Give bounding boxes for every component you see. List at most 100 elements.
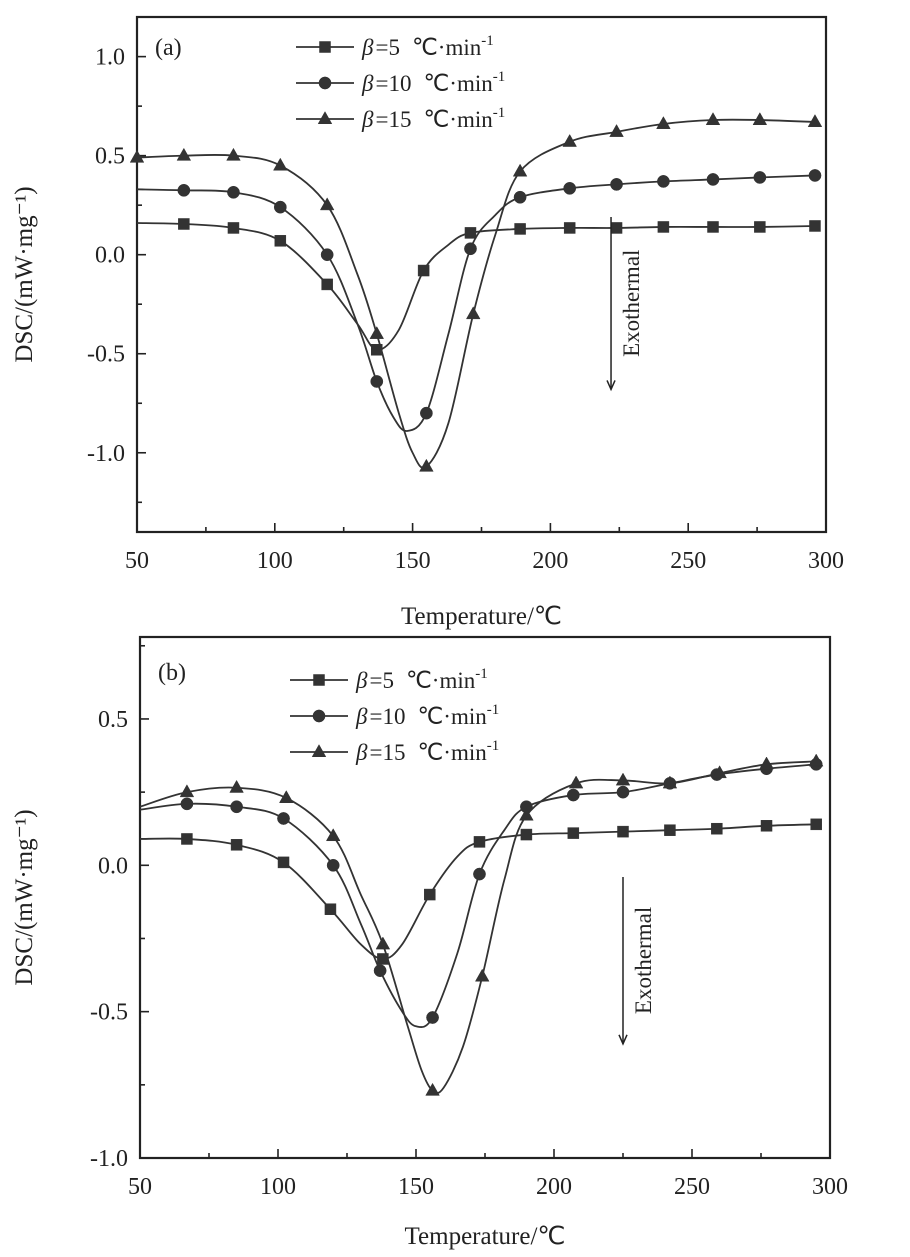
- data-point-triangle: [752, 112, 768, 125]
- panel-label: (b): [158, 660, 186, 686]
- data-point-circle: [513, 190, 527, 204]
- data-point-triangle: [808, 753, 824, 767]
- data-point-square: [760, 820, 773, 832]
- data-point-triangle: [562, 133, 577, 147]
- data-point-triangle: [273, 157, 288, 171]
- series-line-triangle: [137, 118, 816, 469]
- data-point-square: [664, 824, 676, 836]
- legend-entry-label: β=15 ℃·min-1: [361, 105, 505, 132]
- data-point-square: [520, 828, 533, 841]
- data-point-triangle: [129, 149, 145, 163]
- data-point-circle: [230, 800, 243, 814]
- panel-label: (a): [155, 35, 182, 61]
- legend-marker-triangle: [317, 111, 333, 124]
- data-point-triangle: [712, 765, 727, 779]
- data-point-triangle: [226, 147, 241, 161]
- exothermal-arrow-head: [618, 1034, 628, 1046]
- x-tick-label: 250: [670, 548, 706, 574]
- legend-marker-circle: [312, 709, 326, 723]
- x-tick-label: 50: [125, 548, 149, 574]
- data-point-triangle: [176, 147, 192, 161]
- data-point-square: [754, 221, 766, 233]
- x-tick-label: 250: [674, 1174, 710, 1200]
- data-point-circle: [180, 797, 194, 811]
- data-point-square: [377, 953, 389, 965]
- data-point-circle: [753, 171, 767, 184]
- legend-entry-label: β=5 ℃·min-1: [355, 666, 488, 693]
- data-point-square: [707, 221, 719, 233]
- x-tick-label: 200: [532, 548, 568, 574]
- data-point-square: [563, 222, 576, 234]
- exothermal-label: Exothermal: [619, 250, 644, 357]
- legend-entry-label: β=15 ℃·min-1: [355, 738, 499, 765]
- data-point-square: [371, 344, 383, 356]
- data-point-triangle: [319, 197, 335, 211]
- exothermal-label: Exothermal: [631, 907, 656, 1014]
- data-point-square: [181, 833, 193, 845]
- x-tick-label: 150: [398, 1174, 434, 1200]
- y-tick-label: 0.5: [98, 707, 128, 733]
- series-line-square: [137, 222, 815, 351]
- data-point-circle: [808, 169, 822, 182]
- x-tick-label: 100: [257, 548, 293, 574]
- data-point-square: [227, 222, 240, 234]
- series-line-circle: [137, 174, 816, 432]
- x-tick-label: 300: [808, 548, 844, 574]
- data-point-circle: [420, 406, 433, 420]
- legend-marker-square: [319, 41, 331, 53]
- data-point-triangle: [807, 114, 823, 127]
- x-tick-label: 300: [812, 1174, 848, 1200]
- data-point-circle: [706, 173, 720, 186]
- data-point-circle: [473, 867, 486, 881]
- data-point-circle: [373, 964, 387, 978]
- y-tick-label: 1.0: [95, 45, 125, 71]
- panel-b: 50 100 150 200 250 300 -1.0 -0.5 0.0 0.5 Temperatu…: [11, 635, 848, 1250]
- data-point-triangle: [369, 326, 385, 339]
- data-point-square: [324, 903, 337, 915]
- data-point-circle: [464, 242, 477, 256]
- data-point-square: [567, 827, 580, 839]
- data-point-circle: [563, 181, 577, 195]
- data-point-triangle: [229, 779, 244, 793]
- data-point-triangle: [609, 124, 624, 137]
- data-point-triangle: [615, 772, 631, 786]
- data-point-triangle: [419, 458, 434, 472]
- legend-marker-square: [313, 674, 325, 686]
- data-point-triangle: [568, 775, 584, 789]
- data-point-square: [464, 227, 477, 239]
- y-tick-label: 0.5: [95, 144, 125, 170]
- data-point-triangle: [279, 790, 294, 803]
- data-point-circle: [426, 1011, 439, 1024]
- y-tick-label: -0.5: [90, 1000, 128, 1026]
- data-point-circle: [273, 200, 287, 214]
- legend-marker-triangle: [311, 744, 327, 757]
- x-tick-label: 50: [128, 1174, 152, 1200]
- y-tick-label: -1.0: [87, 441, 125, 467]
- x-tick-label: 150: [395, 548, 431, 574]
- legend-entry-label: β=10 ℃·min-1: [355, 702, 499, 729]
- data-point-triangle: [705, 112, 721, 125]
- legend-marker-circle: [318, 76, 332, 90]
- series-line-circle: [140, 763, 817, 1029]
- data-point-circle: [610, 178, 623, 191]
- data-point-circle: [370, 375, 384, 388]
- data-point-triangle: [662, 775, 678, 789]
- data-point-triangle: [474, 968, 490, 982]
- data-point-circle: [277, 812, 290, 825]
- data-point-square: [711, 822, 723, 835]
- legend-entry-label: β=10 ℃·min-1: [361, 69, 505, 96]
- data-point-circle: [657, 175, 670, 188]
- data-point-square: [657, 221, 670, 233]
- y-tick-label: -0.5: [87, 342, 125, 368]
- data-point-triangle: [465, 306, 481, 320]
- data-point-square: [274, 235, 287, 247]
- x-tick-label: 200: [536, 1174, 572, 1200]
- data-point-triangle: [519, 807, 534, 821]
- panel-a: 50 100 150 200 250 300 -1.0 -0.5 0.0 0.5 1.0 Temper…: [11, 15, 844, 630]
- data-point-square: [514, 223, 526, 235]
- data-point-square: [810, 818, 822, 831]
- exothermal-arrow-head: [606, 380, 616, 392]
- y-axis-title: DSC/(mW·mg⁻¹): [11, 186, 38, 362]
- data-point-square: [473, 836, 486, 848]
